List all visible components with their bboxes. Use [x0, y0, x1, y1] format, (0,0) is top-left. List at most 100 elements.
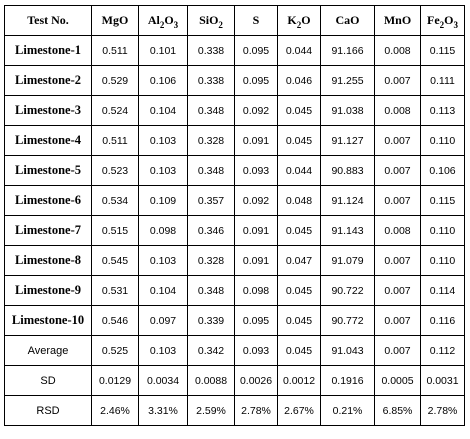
table-cell: 0.007 [374, 155, 421, 186]
row-label: Limestone-10 [4, 305, 92, 336]
table-cell: 91.038 [320, 95, 375, 126]
table-cell: 0.523 [91, 155, 139, 186]
table-cell: 0.046 [277, 65, 321, 96]
table-cell: 0.103 [138, 335, 188, 366]
table-cell: 0.045 [277, 275, 321, 306]
table-cell: 0.0088 [187, 365, 235, 396]
table-body: Limestone-1 0.511 0.101 0.338 0.095 0.044 91.1… [4, 35, 465, 426]
table-cell: 0.342 [187, 335, 235, 366]
table-cell: 0.546 [91, 305, 139, 336]
table-cell: 0.008 [374, 95, 421, 126]
table-cell: 0.047 [277, 245, 321, 276]
table-cell: 0.097 [138, 305, 188, 336]
table-cell: 0.045 [277, 125, 321, 156]
table-cell: 0.114 [420, 275, 465, 306]
table-cell: 0.116 [420, 305, 465, 336]
table-cell: 2.46% [91, 395, 139, 426]
summary-row: RSD 2.46% 3.31% 2.59% 2.78% 2.67% 0.21% 6.85% 2.… [4, 395, 465, 426]
table-row: Limestone-10 0.546 0.097 0.339 0.095 0.045 90.… [4, 305, 465, 336]
header-text: MnO [383, 13, 412, 27]
table-cell: 0.044 [277, 35, 321, 66]
table-cell: 0.093 [234, 335, 278, 366]
column-header: K2O [277, 5, 321, 36]
table-cell: 0.525 [91, 335, 139, 366]
header-subscript: 2 [159, 20, 165, 30]
row-label: Limestone-2 [4, 65, 92, 96]
table-cell: 91.143 [320, 215, 375, 246]
table-row: Limestone-4 0.511 0.103 0.328 0.091 0.045 91.1… [4, 125, 465, 156]
table-cell: 0.534 [91, 185, 139, 216]
table-cell: 0.045 [277, 305, 321, 336]
table-cell: 0.092 [234, 185, 278, 216]
table-cell: 0.103 [138, 155, 188, 186]
header-text: MgO [101, 13, 129, 27]
row-label: SD [4, 365, 92, 396]
table-cell: 0.104 [138, 275, 188, 306]
table-cell: 0.091 [234, 215, 278, 246]
table-cell: 0.095 [234, 305, 278, 336]
table-cell: 0.346 [187, 215, 235, 246]
table-cell: 0.348 [187, 95, 235, 126]
table-cell: 0.106 [420, 155, 465, 186]
column-header: MgO [91, 5, 139, 36]
table-cell: 91.127 [320, 125, 375, 156]
table-container: Test No. MgO Al2O3 SiO2 S K2O CaO MnO Fe2O3 Lime… [4, 5, 465, 426]
row-label: Limestone-1 [4, 35, 92, 66]
table-cell: 0.112 [420, 335, 465, 366]
table-cell: 0.0031 [420, 365, 465, 396]
table-cell: 0.007 [374, 185, 421, 216]
table-cell: 91.255 [320, 65, 375, 96]
table-cell: 0.092 [234, 95, 278, 126]
table-cell: 0.0129 [91, 365, 139, 396]
header-row: Test No. MgO Al2O3 SiO2 S K2O CaO MnO Fe2O3 [4, 5, 465, 36]
column-header: CaO [320, 5, 375, 36]
column-header: Fe2O3 [420, 5, 465, 36]
row-label: Limestone-3 [4, 95, 92, 126]
header-text: K [287, 13, 297, 27]
table-cell: 0.044 [277, 155, 321, 186]
table-row: Limestone-7 0.515 0.098 0.346 0.091 0.045 91.1… [4, 215, 465, 246]
table-cell: 0.348 [187, 155, 235, 186]
table-row: Limestone-5 0.523 0.103 0.348 0.093 0.044 90.8… [4, 155, 465, 186]
table-cell: 0.338 [187, 35, 235, 66]
header-suffix: O [164, 13, 174, 27]
table-cell: 0.007 [374, 275, 421, 306]
header-suffix: O [301, 13, 311, 27]
table-cell: 0.113 [420, 95, 465, 126]
table-cell: 0.110 [420, 245, 465, 276]
header-text: Test No. [27, 13, 69, 27]
header-subscript: 2 [296, 20, 302, 30]
row-label: Limestone-9 [4, 275, 92, 306]
table-cell: 0.524 [91, 95, 139, 126]
row-label: Limestone-6 [4, 185, 92, 216]
table-cell: 0.007 [374, 125, 421, 156]
header-suffix: O [444, 13, 454, 27]
table-cell: 0.515 [91, 215, 139, 246]
table-cell: 0.328 [187, 245, 235, 276]
table-cell: 0.110 [420, 125, 465, 156]
table-cell: 0.098 [138, 215, 188, 246]
table-cell: 91.079 [320, 245, 375, 276]
table-cell: 0.511 [91, 35, 139, 66]
table-row: Limestone-8 0.545 0.103 0.328 0.091 0.047 91.0… [4, 245, 465, 276]
row-label: Limestone-4 [4, 125, 92, 156]
table-cell: 0.109 [138, 185, 188, 216]
table-cell: 0.338 [187, 65, 235, 96]
row-label: RSD [4, 395, 92, 426]
table-cell: 0.095 [234, 35, 278, 66]
table-cell: 90.772 [320, 305, 375, 336]
table-row: Limestone-9 0.531 0.104 0.348 0.098 0.045 90.7… [4, 275, 465, 306]
table-cell: 0.106 [138, 65, 188, 96]
row-label: Limestone-7 [4, 215, 92, 246]
table-row: Limestone-3 0.524 0.104 0.348 0.092 0.045 91.0… [4, 95, 465, 126]
table-row: Limestone-1 0.511 0.101 0.338 0.095 0.044 91.1… [4, 35, 465, 66]
table-cell: 0.104 [138, 95, 188, 126]
table-cell: 91.166 [320, 35, 375, 66]
table-cell: 2.78% [420, 395, 465, 426]
header-subscript: 2 [439, 20, 445, 30]
header-text: SiO [199, 13, 219, 27]
header-subscript: 2 [218, 20, 223, 30]
table-cell: 0.098 [234, 275, 278, 306]
table-cell: 90.883 [320, 155, 375, 186]
table-cell: 0.101 [138, 35, 188, 66]
